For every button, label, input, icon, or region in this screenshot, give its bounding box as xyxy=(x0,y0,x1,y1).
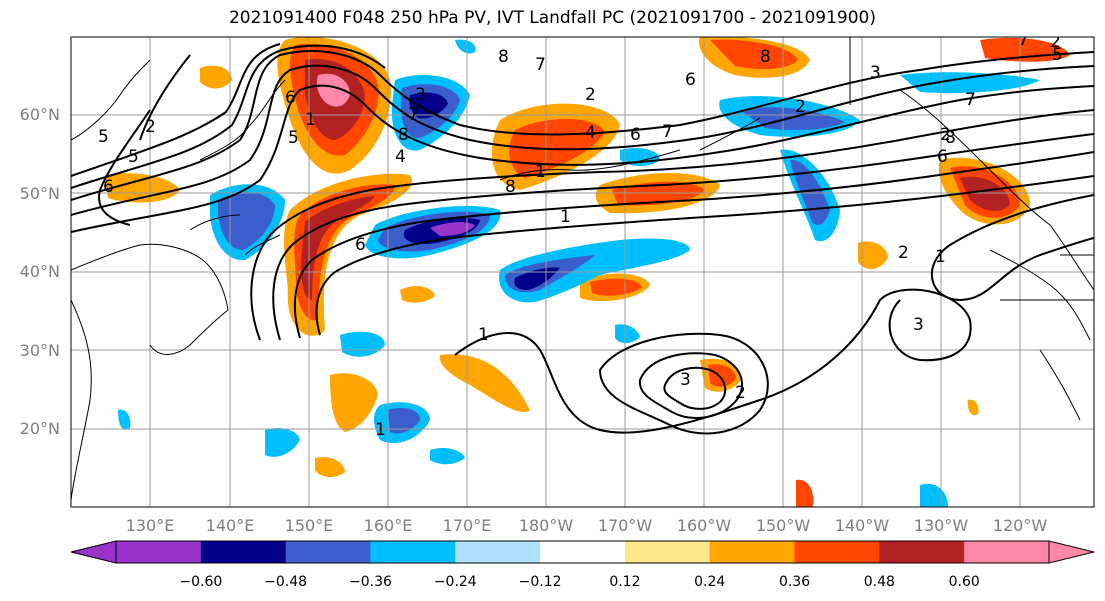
contour-label: 7 xyxy=(535,55,546,75)
contour-label: 8 xyxy=(760,47,771,67)
lon-label: 140°W xyxy=(835,516,890,535)
colorbar-tick-label: −0.24 xyxy=(434,574,477,590)
contour-label: 2 xyxy=(940,125,951,145)
contour-label: 3 xyxy=(680,370,691,390)
lat-label-50n: 50°N xyxy=(20,184,60,203)
contour-label: 2 xyxy=(898,243,909,263)
colorbar-extend-left xyxy=(70,540,117,564)
contour-label: 3 xyxy=(415,85,426,105)
contour-label: 1 xyxy=(560,207,571,227)
colorbar-segment xyxy=(285,541,371,563)
graticule xyxy=(71,37,1094,507)
lat-label-40n: 40°N xyxy=(20,262,60,281)
map-border xyxy=(70,36,1095,508)
lon-label: 160°E xyxy=(364,516,413,535)
contour-label: 1 xyxy=(478,325,489,345)
contour-label: 2 xyxy=(585,85,596,105)
colorbar-segment xyxy=(879,541,965,563)
colorbar-segment xyxy=(200,541,287,563)
contour-label: 8 xyxy=(505,177,516,197)
map-content: 5 2 5 6 6 5 1 8 7 3 4 8 7 8 1 1 2 4 6 7 … xyxy=(71,30,1094,507)
colorbar-segment xyxy=(794,541,880,563)
colorbar-segment xyxy=(709,541,796,563)
colorbar-tick-label: 0.12 xyxy=(609,574,640,590)
contour-label: 8 xyxy=(398,125,409,145)
contour-label: 7 xyxy=(1018,30,1029,50)
colorbar-tick-label: 0.36 xyxy=(779,574,810,590)
lon-label: 170°E xyxy=(443,516,492,535)
lon-label: 150°W xyxy=(756,516,811,535)
contour-label: 6 xyxy=(355,235,366,255)
ivt-contours xyxy=(71,43,1094,435)
colorbar-segment xyxy=(370,541,456,563)
contour-label: 4 xyxy=(585,123,596,143)
contour-label: 1 xyxy=(375,420,386,440)
contour-label: 2 xyxy=(735,383,746,403)
colorbar-tick-label: 0.48 xyxy=(864,574,895,590)
contour-label: 4 xyxy=(395,147,406,167)
lon-label: 130°E xyxy=(126,516,175,535)
contour-label: 5 xyxy=(128,147,139,167)
colorbar-tick-label: −0.60 xyxy=(179,574,222,590)
colorbar-frame xyxy=(115,540,1050,564)
contour-label: 1 xyxy=(535,162,546,182)
colorbar-segment xyxy=(116,541,202,563)
contour-label-group: 5 2 5 6 6 5 1 8 7 3 4 8 7 8 1 1 2 4 6 7 … xyxy=(98,30,1063,440)
contour-label: 6 xyxy=(103,177,114,197)
lon-label: 170°W xyxy=(598,516,653,535)
lat-label-60n: 60°N xyxy=(20,105,60,124)
colorbar-segment xyxy=(540,541,626,563)
contour-label: 1 xyxy=(305,110,316,130)
contour-label: 8 xyxy=(945,128,956,148)
lat-label-30n: 30°N xyxy=(20,341,60,360)
contour-label: 6 xyxy=(685,70,696,90)
lon-label: 180°W xyxy=(519,516,574,535)
contour-label: 5 xyxy=(98,127,109,147)
lon-label: 160°W xyxy=(677,516,732,535)
contour-label: 2 xyxy=(795,97,806,117)
colorbar-tick-label: 0.24 xyxy=(694,574,725,590)
contour-label: 2 xyxy=(1050,32,1061,52)
colorbar: −0.60 −0.48 −0.36 −0.24 −0.12 0.12 0.24 0.36 0.4… xyxy=(70,540,1095,590)
lon-label: 150°E xyxy=(285,516,334,535)
contour-label: 1 xyxy=(935,247,946,267)
longitude-axis: 130°E 140°E 150°E 160°E 170°E 180°W 170°… xyxy=(126,516,1048,535)
colorbar-segment xyxy=(624,541,711,563)
map-title: 2021091400 F048 250 hPa PV, IVT Landfall… xyxy=(228,8,876,28)
lat-label-20n: 20°N xyxy=(20,419,60,438)
colorbar-tick-label: 0.60 xyxy=(949,574,980,590)
contour-label: 7 xyxy=(965,90,976,110)
colorbar-segment xyxy=(964,541,1050,563)
lon-label: 120°W xyxy=(993,516,1048,535)
contour-label: 8 xyxy=(498,47,509,67)
colorbar-tick-label: −0.36 xyxy=(349,574,392,590)
colorbar-tick-label: −0.48 xyxy=(264,574,307,590)
colorbar-tick-label: −0.12 xyxy=(519,574,562,590)
latitude-axis: 20°N 30°N 40°N 50°N 60°N xyxy=(20,105,60,438)
contour-label: 6 xyxy=(937,147,948,167)
contour-label: 3 xyxy=(913,315,924,335)
lon-label: 140°E xyxy=(206,516,255,535)
pv-shading xyxy=(105,37,1070,507)
contour-label: 5 xyxy=(1052,45,1063,65)
colorbar-segment xyxy=(455,541,541,563)
contour-label: 7 xyxy=(662,122,673,142)
contour-label: 6 xyxy=(630,125,641,145)
contour-label: 3 xyxy=(870,63,881,83)
contour-label: 7 xyxy=(408,105,419,125)
contour-label: 2 xyxy=(145,117,156,137)
colorbar-extend-right xyxy=(1048,540,1095,564)
contour-label: 6 xyxy=(285,88,296,108)
contour-label: 5 xyxy=(288,128,299,148)
lon-label: 130°W xyxy=(914,516,969,535)
